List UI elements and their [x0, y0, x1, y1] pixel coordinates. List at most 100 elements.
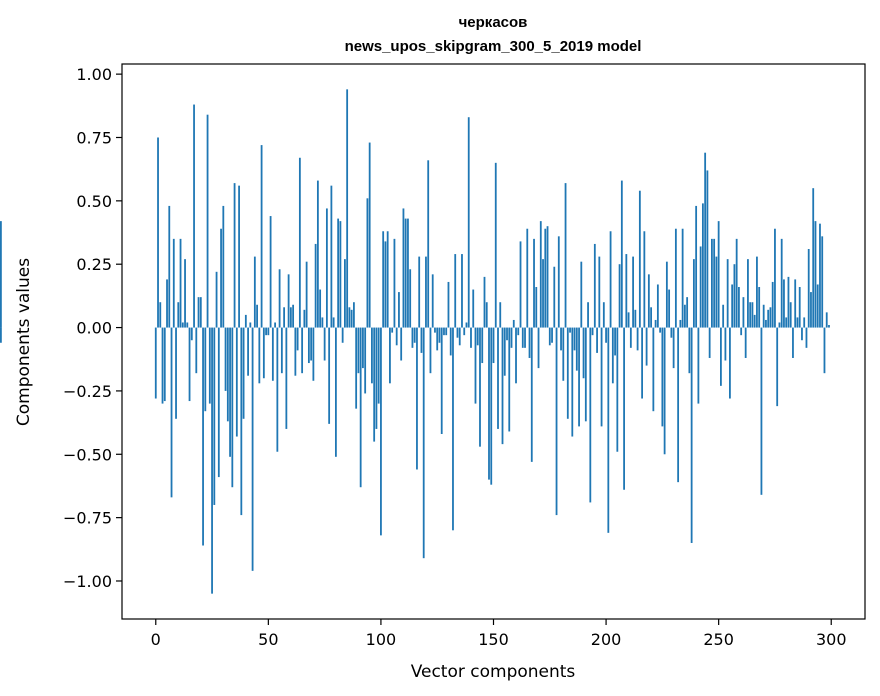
y-tick-label: 0.25 — [76, 255, 112, 274]
bar — [792, 327, 794, 358]
bar — [332, 317, 335, 328]
bar — [573, 327, 576, 351]
bar — [454, 254, 457, 328]
bar — [348, 307, 351, 328]
bar — [740, 327, 743, 336]
y-axis-label: Components values — [14, 258, 34, 426]
bar — [305, 261, 308, 328]
plot-frame — [121, 63, 866, 620]
bar — [659, 327, 662, 333]
bar — [206, 114, 209, 328]
bar — [427, 160, 430, 328]
bar — [163, 327, 166, 402]
bar — [280, 327, 283, 374]
bar — [485, 302, 488, 328]
bar — [729, 327, 731, 399]
bar — [177, 302, 180, 328]
bar — [519, 241, 522, 328]
bar — [589, 327, 592, 503]
bar — [170, 327, 173, 498]
bar — [312, 327, 315, 381]
bar — [159, 302, 162, 328]
bar — [555, 327, 558, 516]
bar — [465, 322, 468, 328]
bar — [179, 238, 182, 328]
bar — [461, 254, 463, 328]
x-tick-label: 250 — [703, 630, 734, 649]
bar — [816, 284, 819, 328]
bar — [686, 297, 689, 328]
bar — [557, 236, 560, 328]
bar — [663, 327, 666, 455]
bar — [605, 327, 607, 343]
bar — [499, 302, 502, 328]
bar — [343, 259, 346, 328]
y-tick-label: −1.00 — [63, 572, 112, 591]
bar — [251, 327, 254, 571]
bar — [341, 327, 344, 343]
bar — [524, 327, 526, 348]
bar — [593, 243, 596, 328]
bar — [553, 266, 556, 328]
bar — [623, 327, 625, 490]
bar — [715, 256, 718, 328]
bar — [154, 327, 157, 399]
bar — [215, 271, 218, 328]
bar — [578, 327, 580, 427]
bar — [416, 327, 418, 470]
bar — [598, 256, 601, 328]
bar — [375, 327, 378, 429]
bar — [190, 327, 193, 341]
bar — [199, 297, 202, 328]
y-tick-label: 1.00 — [76, 65, 112, 84]
x-tick-label: 0 — [151, 630, 161, 649]
bar — [616, 327, 619, 452]
bar — [526, 228, 529, 328]
bar — [629, 327, 632, 348]
bar — [805, 327, 808, 348]
bar — [620, 180, 623, 328]
bar — [510, 327, 513, 348]
bar — [353, 302, 355, 328]
bar — [634, 309, 637, 328]
bar — [303, 309, 306, 328]
x-tick-label: 200 — [591, 630, 622, 649]
bar — [710, 238, 713, 328]
bar — [607, 327, 610, 533]
bar — [400, 327, 403, 361]
y-tick-label: 0.75 — [76, 128, 112, 147]
bar — [787, 276, 790, 328]
bar — [463, 327, 466, 336]
bar — [569, 327, 571, 333]
bar — [688, 327, 691, 374]
bar — [298, 157, 301, 328]
bar — [546, 226, 549, 328]
bar — [434, 327, 436, 333]
bar — [204, 327, 207, 412]
bar — [393, 238, 396, 328]
bar — [801, 327, 803, 341]
bar — [580, 261, 583, 328]
bar — [258, 327, 261, 384]
bar — [722, 304, 725, 328]
bar — [240, 327, 243, 516]
bar — [591, 327, 594, 336]
bar — [542, 259, 544, 328]
bar — [195, 327, 198, 374]
bar — [618, 264, 621, 328]
bar — [535, 287, 538, 328]
bar — [229, 327, 231, 457]
bar — [211, 327, 213, 594]
bar — [490, 327, 493, 485]
bar — [316, 180, 319, 328]
bar — [292, 304, 295, 328]
chart-subtitle: news_upos_skipgram_300_5_2019 model — [345, 38, 642, 55]
bar — [756, 256, 758, 328]
bar — [238, 185, 240, 328]
bar — [661, 327, 664, 427]
bar — [319, 289, 322, 328]
bar — [456, 327, 459, 338]
bar-series — [0, 89, 830, 594]
bar — [708, 327, 711, 358]
